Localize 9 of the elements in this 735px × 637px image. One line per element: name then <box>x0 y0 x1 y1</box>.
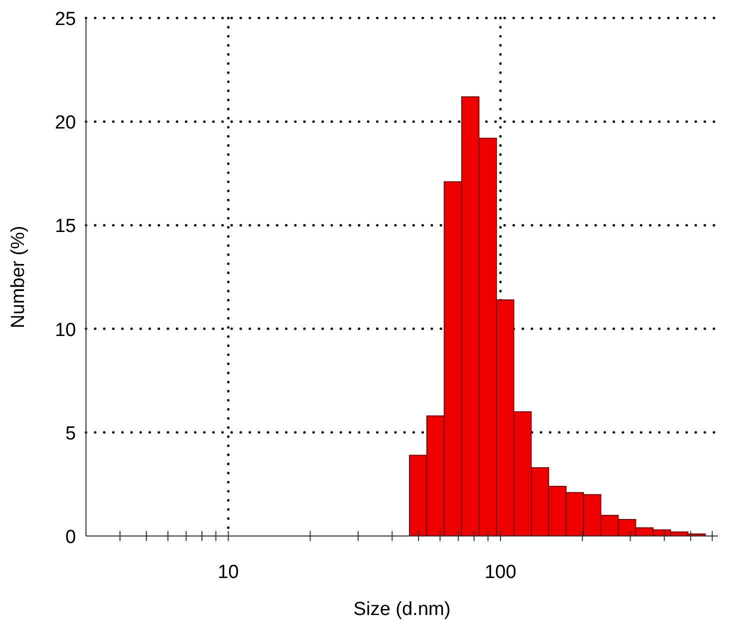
y-tick-label: 5 <box>65 423 76 444</box>
x-tick-label: 100 <box>484 562 516 583</box>
y-tick-label: 0 <box>65 527 76 548</box>
y-axis-title: Number (%) <box>8 226 29 328</box>
y-tick-label: 10 <box>54 320 76 341</box>
y-tick-label: 20 <box>54 112 76 134</box>
y-tick-label: 15 <box>54 216 76 238</box>
x-axis-title: Size (d.nm) <box>353 599 451 620</box>
y-tick-label: 25 <box>54 9 76 30</box>
